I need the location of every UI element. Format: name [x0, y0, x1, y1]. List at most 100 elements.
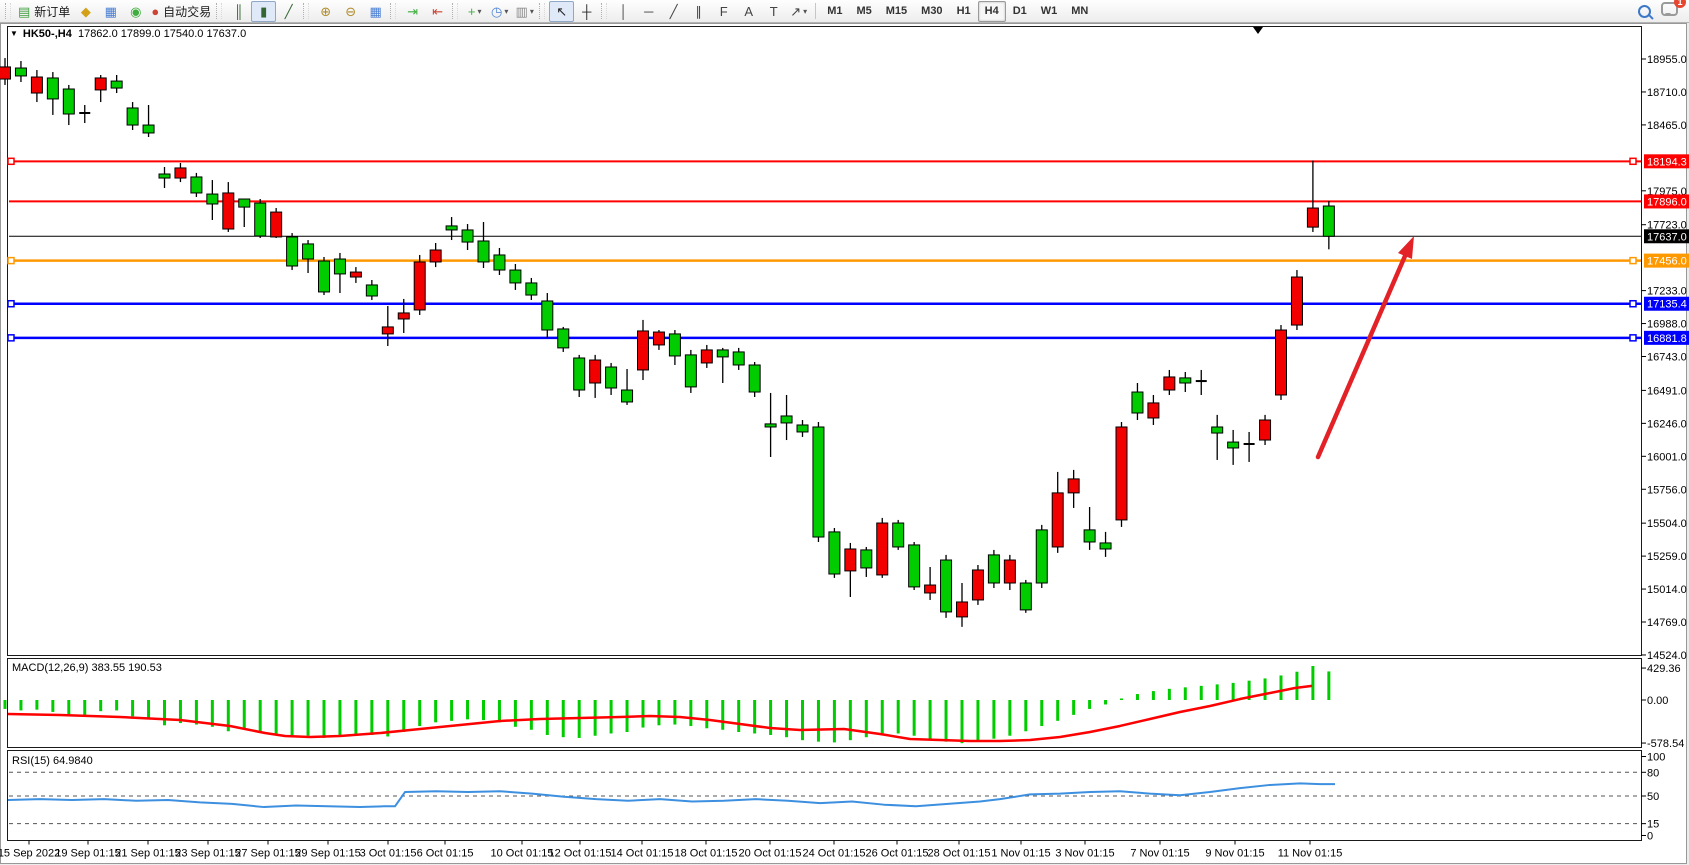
- new-order-button[interactable]: ▤ 新订单: [15, 1, 73, 22]
- timeframe-h1-button[interactable]: H1: [956, 5, 971, 17]
- level-price-label-box: [1644, 330, 1689, 345]
- dropdown-arrow-icon[interactable]: ▾: [504, 6, 509, 16]
- timeframe-m30-button[interactable]: M30: [921, 5, 943, 17]
- line-chart-button[interactable]: ╱: [276, 1, 301, 22]
- channel-icon: ∥: [695, 3, 702, 19]
- level-endpoint-marker[interactable]: [7, 256, 15, 265]
- price-tick-label: 16988.0: [1647, 319, 1687, 331]
- zoom-in-button[interactable]: ⊕: [313, 1, 338, 22]
- autotrade-button[interactable]: ● 自动交易: [148, 1, 214, 22]
- rsi-indicator-label: RSI(15) 64.9840: [12, 755, 93, 767]
- bear-candle-body: [1179, 377, 1192, 384]
- search-icon[interactable]: [1638, 4, 1651, 18]
- level-endpoint-marker[interactable]: [1629, 256, 1637, 265]
- bear-candle-body: [302, 243, 315, 260]
- trendline-button[interactable]: ╱: [661, 1, 686, 22]
- level-endpoint-marker[interactable]: [1629, 299, 1637, 308]
- market-depth-button[interactable]: ◆: [73, 1, 98, 22]
- zoom-out-button[interactable]: ⊖: [338, 1, 363, 22]
- level-endpoint-marker[interactable]: [7, 157, 15, 166]
- macd-pane[interactable]: [7, 658, 1642, 748]
- templates-button[interactable]: ▥ ▾: [512, 1, 537, 22]
- timeframe-d1-button[interactable]: D1: [1012, 5, 1027, 17]
- cursor-button[interactable]: ↖: [549, 0, 575, 22]
- bull-candle-body: [1115, 426, 1128, 521]
- shapes-button[interactable]: ↗ ▾: [786, 1, 811, 22]
- main-price-pane[interactable]: [7, 26, 1642, 656]
- tile-windows-button[interactable]: ▦: [363, 1, 388, 22]
- signals-button[interactable]: ◉: [123, 1, 148, 22]
- dropdown-arrow-icon[interactable]: ▾: [477, 6, 482, 16]
- level-endpoint-marker[interactable]: [7, 299, 15, 308]
- candlestick-series: [0, 58, 1335, 627]
- price-tick-label: 14524.0: [1647, 650, 1687, 662]
- bear-candle-body: [461, 229, 474, 243]
- toolbar-drag-handle: [5, 3, 11, 19]
- price-tick-label: 16001.0: [1647, 451, 1687, 463]
- notifications-button[interactable]: 1: [1661, 0, 1686, 21]
- timeframe-mn-button[interactable]: MN: [1071, 5, 1089, 17]
- level-endpoint-marker[interactable]: [1629, 157, 1637, 166]
- bear-candle-body: [796, 424, 809, 433]
- rsi-tick-label: 50: [1647, 791, 1659, 803]
- level-price-label-text: 17896.0: [1647, 196, 1687, 208]
- macd-indicator-label: MACD(12,26,9) 383.55 190.53: [12, 662, 162, 674]
- periodicity-button[interactable]: ◷ ▾: [487, 1, 512, 22]
- arrow-shaft: [1315, 253, 1408, 460]
- bear-candle-body: [812, 426, 825, 538]
- channel-button[interactable]: ∥: [686, 1, 711, 22]
- bear-candle-body: [668, 333, 681, 357]
- bull-candle-body: [413, 261, 426, 311]
- time-tick-label: 21 Sep 01:15: [115, 848, 180, 860]
- dropdown-arrow-icon[interactable]: ▾: [529, 6, 534, 16]
- bull-candle-body: [30, 76, 43, 94]
- vertical-line-button[interactable]: │: [611, 1, 636, 22]
- bull-candle-body: [381, 326, 394, 335]
- bear-candle-body: [780, 415, 793, 424]
- timeframe-m15-button[interactable]: M15: [885, 5, 908, 17]
- bull-candle-body: [270, 211, 283, 238]
- horizontal-line-button[interactable]: ─: [636, 1, 661, 22]
- price-tick-label: 17723.0: [1647, 220, 1687, 232]
- chat-icon: [1661, 1, 1678, 16]
- dropdown-arrow-icon[interactable]: ▾: [803, 6, 808, 16]
- time-tick-label: 14 Oct 01:15: [611, 848, 674, 860]
- timeframe-h4-button[interactable]: H4: [977, 0, 1006, 22]
- price-axis[interactable]: 18955.018710.018465.017975.017723.017233…: [1641, 54, 1687, 843]
- bear-candle-body: [190, 176, 203, 194]
- bar-chart-button[interactable]: ║: [226, 1, 251, 22]
- autoscroll-button[interactable]: ⇥: [400, 1, 425, 22]
- bull-candle-body: [876, 522, 889, 576]
- label-button[interactable]: T: [761, 1, 786, 22]
- chart-expand-icon[interactable]: ▼: [10, 29, 18, 38]
- text-icon: A: [744, 3, 754, 19]
- timeframe-w1-button[interactable]: W1: [1040, 5, 1058, 17]
- text-button[interactable]: A: [736, 1, 761, 22]
- trend-arrow-annotation[interactable]: [1315, 236, 1414, 460]
- timeframe-m5-button[interactable]: M5: [856, 5, 872, 17]
- bear-candle-body: [110, 80, 123, 89]
- macd-tick-label: 429.36: [1647, 663, 1681, 675]
- candlestick-button[interactable]: ▮: [251, 0, 277, 22]
- rsi-tick-label: 80: [1647, 767, 1659, 779]
- level-endpoint-marker[interactable]: [1629, 334, 1637, 342]
- bull-candle-body: [589, 359, 602, 384]
- level-price-label-text: 17456.0: [1647, 256, 1687, 268]
- fibonacci-button[interactable]: F: [711, 1, 736, 22]
- crosshair-button[interactable]: ┼: [574, 1, 599, 22]
- chart-shift-button[interactable]: ⇤: [425, 1, 450, 22]
- new-order-icon: ▤: [18, 3, 31, 19]
- level-endpoint-marker[interactable]: [7, 334, 15, 342]
- timeframe-m1-button[interactable]: M1: [827, 5, 843, 17]
- time-tick-label: 24 Oct 01:15: [803, 848, 866, 860]
- terminal-button[interactable]: ▦: [98, 1, 123, 22]
- new-chart-button[interactable]: + ▾: [462, 1, 487, 22]
- bull-candle-body: [956, 601, 968, 618]
- price-tick-label: 16246.0: [1647, 418, 1687, 430]
- time-tick-label: 20 Oct 01:15: [739, 848, 802, 860]
- fibonacci-icon: F: [719, 3, 728, 19]
- toolbar-drag-handle: [390, 3, 397, 19]
